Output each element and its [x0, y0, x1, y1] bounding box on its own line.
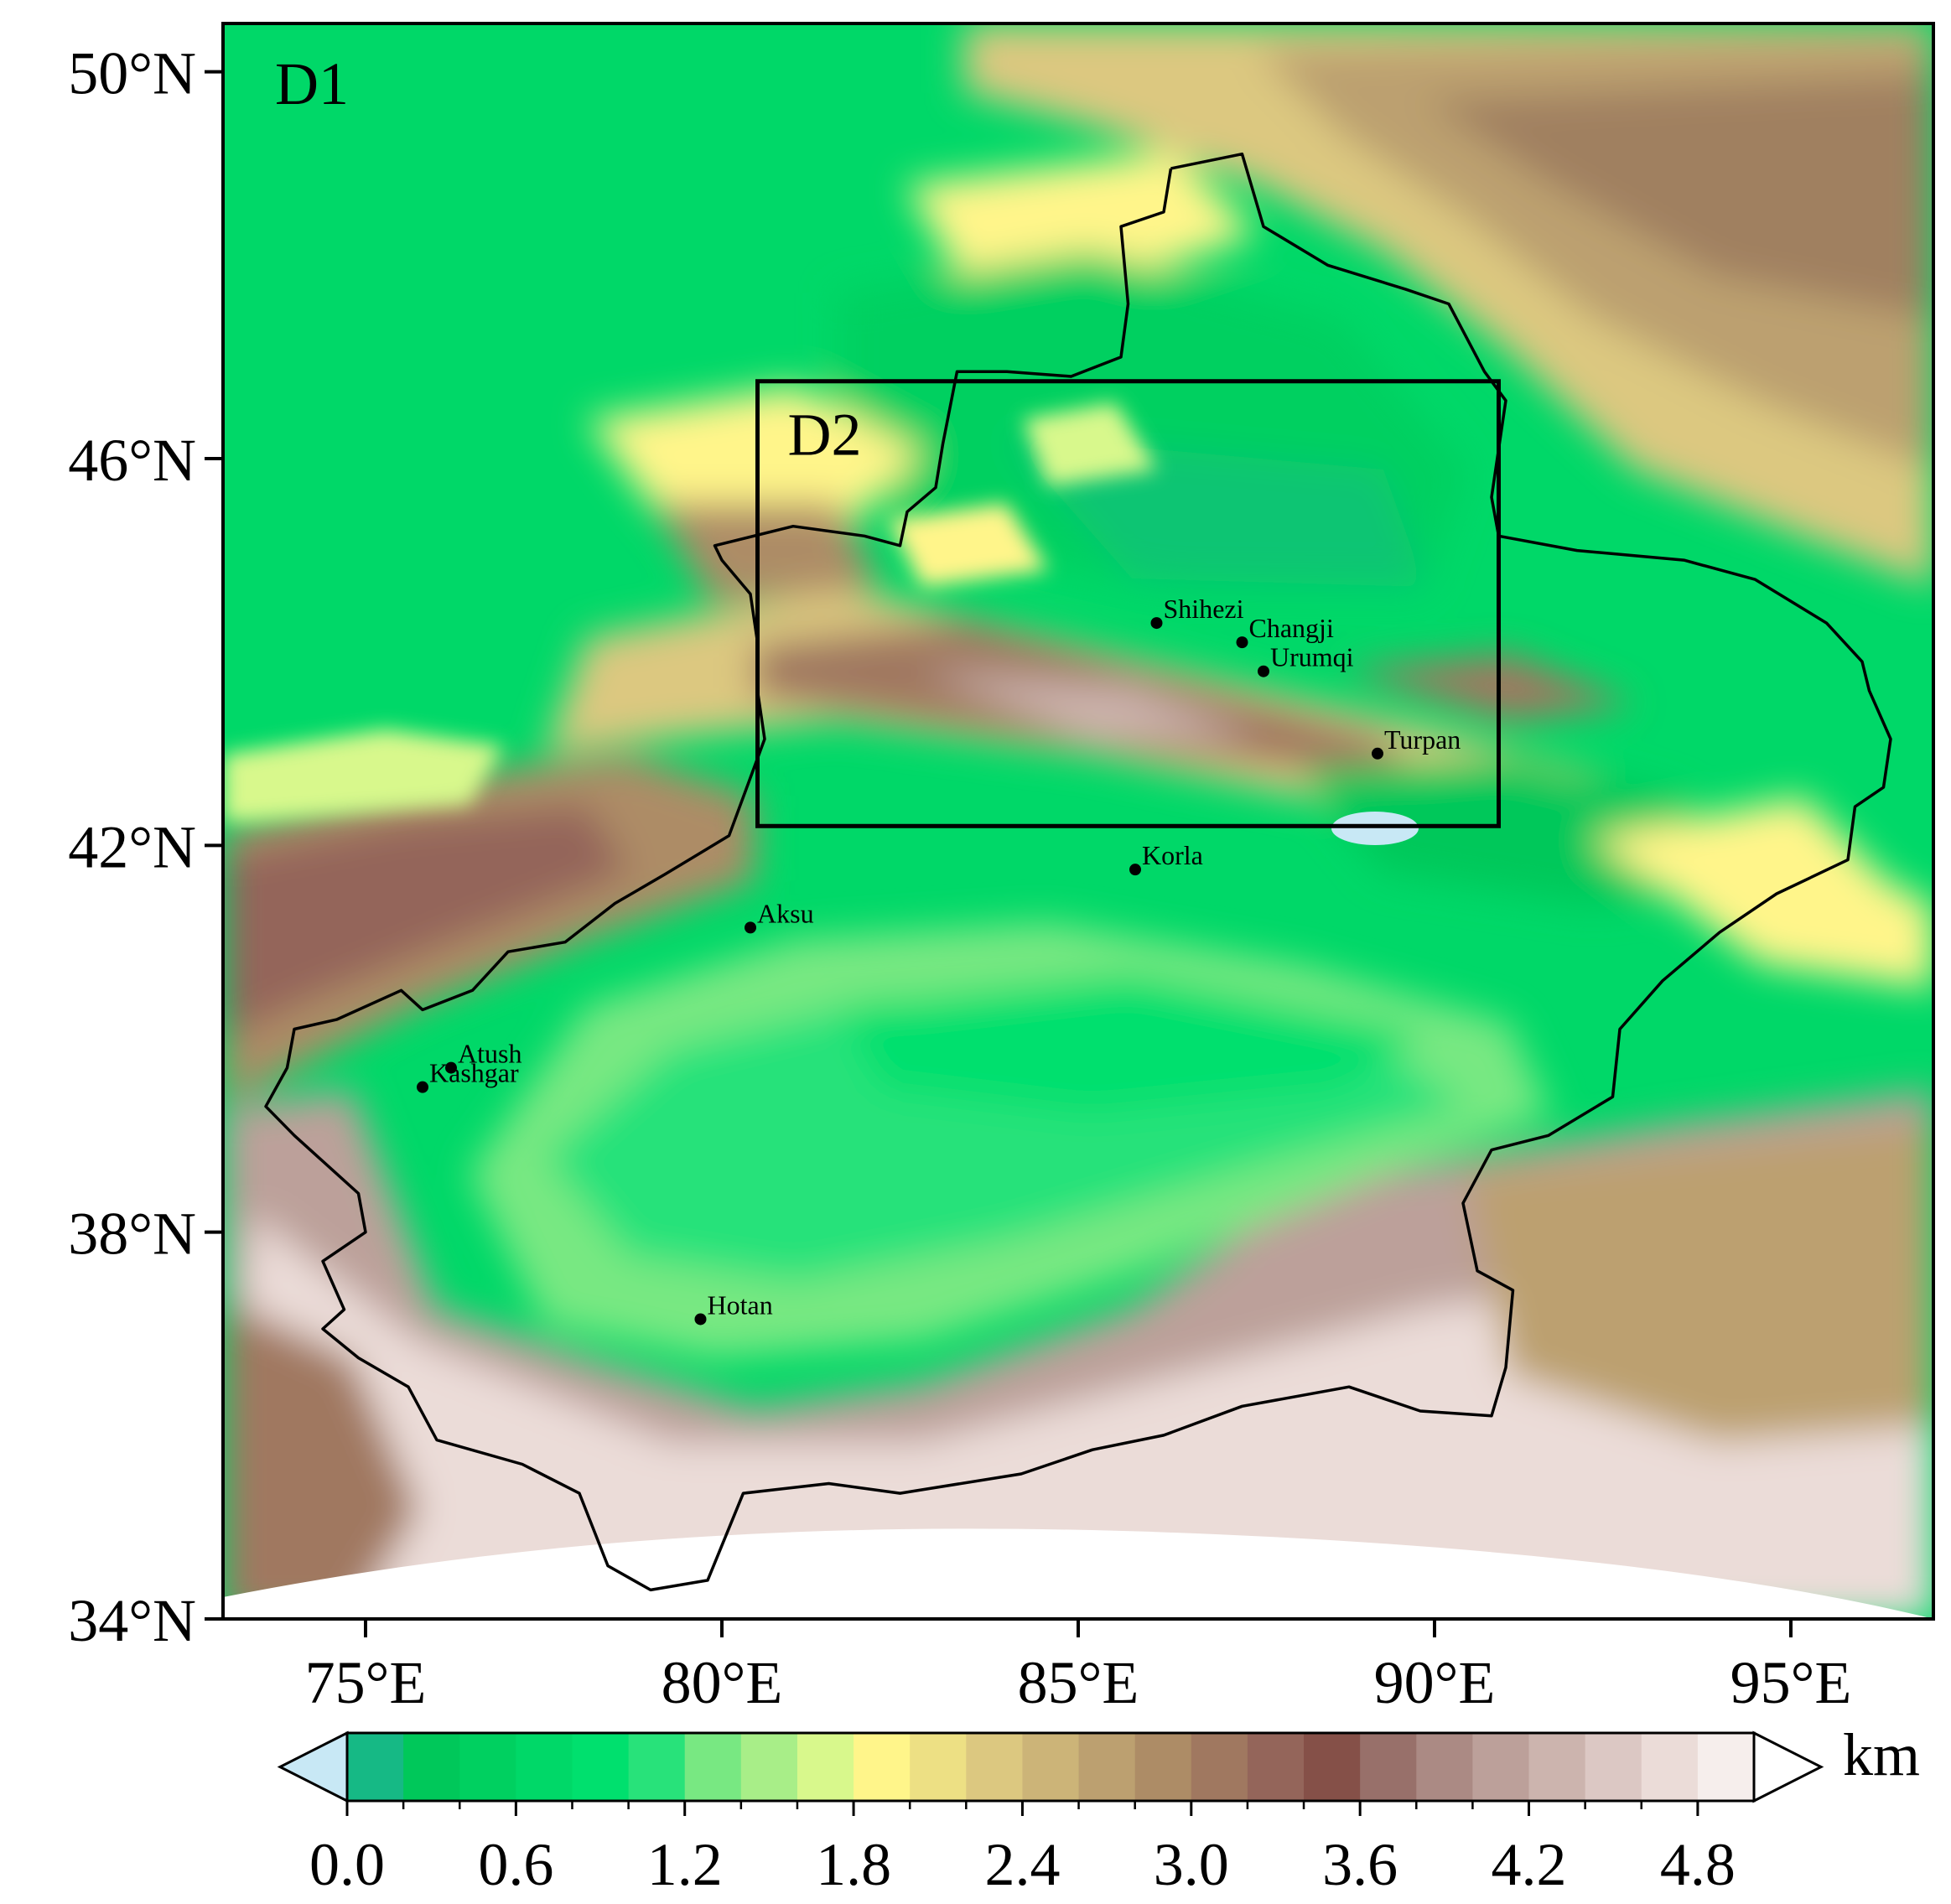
- city-dot: [1236, 636, 1248, 649]
- colorbar-tick-label: 4.2: [1492, 1831, 1567, 1898]
- colorbar-level: [910, 1733, 967, 1801]
- city-kashgar: Kashgar: [417, 1058, 519, 1093]
- x-tick-label: 95°E: [1730, 1649, 1852, 1716]
- city-label: Aksu: [757, 898, 814, 928]
- colorbar-tick-label: 3.0: [1154, 1831, 1229, 1898]
- colorbar-level: [1528, 1733, 1586, 1801]
- colorbar-over-arrow: [1752, 1730, 1824, 1803]
- xinjiang-border: [264, 152, 1892, 1592]
- colorbar-tick-label: 0.6: [478, 1831, 553, 1898]
- city-aksu: Aksu: [745, 898, 814, 934]
- y-tick-label: 42°N: [68, 813, 196, 880]
- city-label: Korla: [1142, 840, 1203, 870]
- city-urumqi: Urumqi: [1258, 642, 1354, 677]
- colorbar-level: [347, 1733, 404, 1801]
- colorbar-tick-label: 3.6: [1322, 1831, 1398, 1898]
- city-dot: [445, 1061, 457, 1074]
- y-tick-label: 46°N: [68, 427, 196, 494]
- colorbar-level: [628, 1733, 686, 1801]
- city-label: Shihezi: [1164, 594, 1244, 624]
- colorbar-tick-label: 1.8: [816, 1831, 891, 1898]
- y-axis-ticks: 50°N 46°N 42°N 38°N 34°N: [68, 40, 223, 1654]
- colorbar-level: [1191, 1733, 1248, 1801]
- x-tick-label: 80°E: [662, 1649, 783, 1716]
- city-shihezi: Shihezi: [1150, 594, 1244, 630]
- colorbar: 0.0 0.6 1.2 1.8 2.4 3.0 3.6 4.2 4.8: [277, 1730, 1824, 1898]
- city-dot: [694, 1313, 707, 1326]
- colorbar-level: [1078, 1733, 1136, 1801]
- x-tick-label: 85°E: [1018, 1649, 1139, 1716]
- colorbar-level: [1585, 1733, 1642, 1801]
- city-dot: [1129, 864, 1141, 876]
- y-tick-label: 38°N: [68, 1201, 196, 1268]
- colorbar-tick-label: 1.2: [647, 1831, 723, 1898]
- city-dot: [417, 1081, 428, 1093]
- colorbar-level: [459, 1733, 516, 1801]
- colorbar-level: [740, 1733, 798, 1801]
- city-dot: [1258, 665, 1269, 677]
- colorbar-level: [684, 1733, 742, 1801]
- colorbar-tick-label: 4.8: [1660, 1831, 1736, 1898]
- colorbar-level: [1304, 1733, 1361, 1801]
- lake: [1331, 812, 1419, 845]
- city-label: Urumqi: [1270, 642, 1354, 672]
- colorbar-tick-label: 2.4: [984, 1831, 1060, 1898]
- colorbar-level: [966, 1733, 1023, 1801]
- city-label: Hotan: [708, 1289, 773, 1320]
- colorbar-under-arrow: [277, 1730, 349, 1803]
- x-axis-ticks: 75°E 80°E 85°E 90°E 95°E: [305, 1619, 1852, 1716]
- city-label: Atush: [458, 1039, 521, 1069]
- city-korla: Korla: [1129, 840, 1203, 876]
- colorbar-level: [1472, 1733, 1530, 1801]
- city-label: Changji: [1249, 613, 1334, 643]
- city-label: Kashgar: [429, 1058, 519, 1088]
- inner-domain-label: D2: [788, 402, 862, 469]
- colorbar-level: [1022, 1733, 1080, 1801]
- colorbar-unit-label: km: [1843, 1721, 1920, 1788]
- x-tick-label: 75°E: [305, 1649, 427, 1716]
- colorbar-level: [854, 1733, 911, 1801]
- x-tick-label: 90°E: [1374, 1649, 1496, 1716]
- colorbar-level: [1416, 1733, 1473, 1801]
- outer-domain-label: D1: [275, 50, 349, 117]
- colorbar-level: [1641, 1733, 1699, 1801]
- terrain-layer: [223, 23, 1933, 1619]
- colorbar-level: [516, 1733, 573, 1801]
- city-label: Turpan: [1384, 724, 1461, 755]
- colorbar-level: [1697, 1733, 1755, 1801]
- city-atush: Atush: [445, 1039, 521, 1074]
- city-dot: [1150, 617, 1163, 630]
- city-hotan: Hotan: [694, 1289, 773, 1326]
- inner-domain-box: [755, 379, 1501, 828]
- colorbar-level: [796, 1733, 854, 1801]
- colorbar-level: [403, 1733, 460, 1801]
- y-tick-label: 50°N: [68, 40, 196, 107]
- colorbar-level: [572, 1733, 630, 1801]
- city-dot: [1372, 747, 1383, 760]
- city-changji: Changji: [1236, 613, 1334, 649]
- city-turpan: Turpan: [1372, 724, 1461, 760]
- colorbar-level: [1360, 1733, 1417, 1801]
- colorbar-level: [1247, 1733, 1305, 1801]
- city-dot: [745, 921, 756, 934]
- colorbar-frame: [345, 1731, 1756, 1803]
- y-tick-label: 34°N: [68, 1587, 196, 1654]
- colorbar-tick-label: 0.0: [309, 1831, 385, 1898]
- colorbar-level: [1134, 1733, 1192, 1801]
